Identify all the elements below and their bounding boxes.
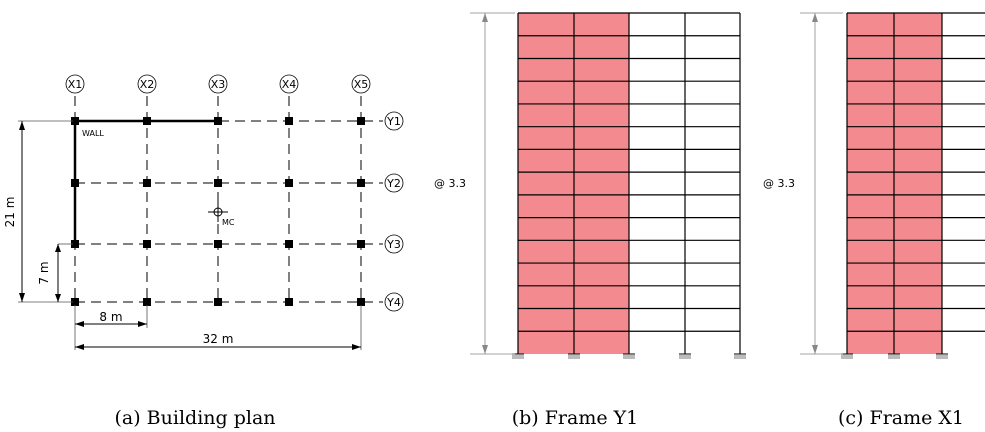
- column: [285, 240, 293, 248]
- x-bubble-X5: [351, 74, 371, 94]
- support-hatch: [679, 355, 691, 359]
- caption-frame-x1: (c) Frame X1: [838, 407, 964, 429]
- column: [285, 298, 293, 306]
- frame-y1-supports: [512, 353, 746, 359]
- column: [71, 117, 79, 125]
- column: [71, 298, 79, 306]
- column: [285, 179, 293, 187]
- y-bubble-Y1: [384, 111, 404, 131]
- column: [143, 240, 151, 248]
- support-hatch: [888, 355, 900, 359]
- x-bubble-label: X3: [211, 78, 226, 91]
- dim-bay-width-label: 8 m: [99, 310, 122, 324]
- y-bubble-label: Y4: [386, 296, 401, 309]
- y-bubble-Y3: [384, 234, 404, 254]
- wall-label: WALL: [82, 129, 104, 138]
- x-axis-bubbles: X1 X2 X3 X4 X5: [65, 74, 371, 94]
- dim-total-height-label: 21 m: [3, 197, 17, 228]
- x-bubble-label: X2: [140, 78, 155, 91]
- frame-x1: @ 3.3: [763, 12, 985, 359]
- support-hatch: [512, 355, 524, 359]
- column: [71, 179, 79, 187]
- plan-grid-lines: [74, 96, 383, 303]
- y-bubble-Y2: [384, 173, 404, 193]
- column: [357, 179, 365, 187]
- mass-center-icon: [208, 202, 228, 222]
- column: [143, 117, 151, 125]
- y-bubble-Y4: [384, 292, 404, 312]
- column: [214, 240, 222, 248]
- frame-x1-height-dimension: [800, 12, 843, 355]
- x-bubble-X4: [279, 74, 299, 94]
- frame-y1: @ 3.3: [434, 12, 746, 359]
- column: [71, 240, 79, 248]
- x-bubble-X3: [208, 74, 228, 94]
- x-bubble-label: X5: [354, 78, 369, 91]
- dim-total-width-label: 32 m: [203, 332, 234, 346]
- frame-x1-members: [846, 12, 985, 354]
- support-hatch: [568, 355, 580, 359]
- column: [143, 298, 151, 306]
- dim-total-width: [75, 305, 362, 350]
- caption-frame-y1: (b) Frame Y1: [512, 407, 639, 429]
- plan-columns: [71, 117, 365, 306]
- frame-x1-supports: [841, 353, 948, 359]
- caption-building-plan: (a) Building plan: [114, 407, 275, 429]
- column: [285, 117, 293, 125]
- dim-bay-height-label: 7 m: [37, 261, 51, 284]
- support-hatch: [841, 355, 853, 359]
- dim-bay-width: [74, 305, 148, 350]
- dim-bay-height: [55, 243, 73, 302]
- x-bubble-label: X1: [68, 78, 83, 91]
- frame-y1-storey-label: @ 3.3: [434, 177, 466, 190]
- support-hatch: [936, 355, 948, 359]
- x-bubble-label: X4: [282, 78, 297, 91]
- frame-y1-members: [517, 12, 741, 354]
- column: [143, 179, 151, 187]
- y-bubble-label: Y2: [386, 177, 401, 190]
- support-hatch: [623, 355, 635, 359]
- column: [214, 179, 222, 187]
- column: [214, 117, 222, 125]
- support-hatch: [734, 355, 746, 359]
- x-bubble-X2: [137, 74, 157, 94]
- column: [357, 298, 365, 306]
- y-bubble-label: Y3: [386, 238, 401, 251]
- building-plan: X1 X2 X3 X4 X5 Y1 Y2 Y3 Y4 WALL MC 21 m 7 m: [3, 74, 404, 350]
- x-bubble-X1: [65, 74, 85, 94]
- frame-x1-storey-label: @ 3.3: [763, 177, 795, 190]
- column: [357, 117, 365, 125]
- column: [357, 240, 365, 248]
- y-axis-bubbles: Y1 Y2 Y3 Y4: [384, 111, 404, 312]
- column: [214, 298, 222, 306]
- mass-center-label: MC: [222, 218, 235, 227]
- frame-y1-height-dimension: [470, 12, 515, 355]
- dim-total-height: [18, 120, 73, 303]
- y-bubble-label: Y1: [386, 115, 401, 128]
